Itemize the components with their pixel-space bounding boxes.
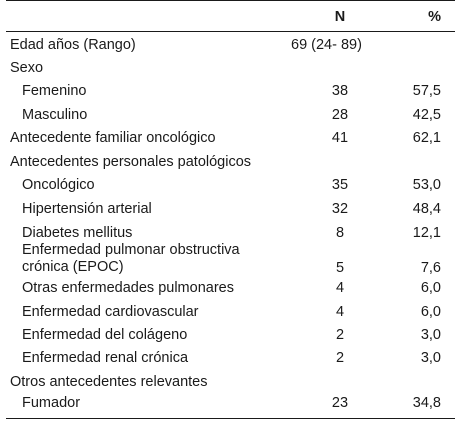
table-row: Otras enfermedades pulmonares 4 6,0 (6, 277, 455, 299)
table-row: Femenino 38 57,5 (6, 80, 455, 102)
row-label: Antecedente familiar oncológico (10, 130, 216, 146)
row-n: 32 (331, 201, 349, 217)
bottom-rule (6, 418, 455, 419)
row-label: Enfermedad cardiovascular (22, 304, 199, 320)
row-label: Enfermedad pulmonar obstructiva crónica … (22, 242, 240, 276)
row-pct: 57,5 (412, 83, 441, 99)
row-n: 4 (335, 304, 345, 320)
table-row: Diabetes mellitus 8 12,1 (6, 222, 455, 244)
row-n: 69 (24- 89) (291, 37, 362, 53)
row-n: 23 (331, 395, 349, 411)
table-row: Enfermedad renal crónica 2 3,0 (6, 347, 455, 369)
row-label: Sexo (10, 60, 44, 76)
table-row: Oncológico 35 53,0 (6, 174, 455, 196)
row-pct: 7,6 (420, 260, 441, 276)
row-label: Enfermedad del colágeno (22, 327, 188, 343)
table-row: Enfermedad cardiovascular 4 6,0 (6, 301, 455, 323)
row-pct: 3,0 (420, 350, 441, 366)
row-pct: 6,0 (420, 304, 441, 320)
row-n: 2 (335, 350, 345, 366)
row-label: Masculino (22, 107, 88, 123)
row-pct: 53,0 (412, 177, 441, 193)
row-label: Enfermedad renal crónica (22, 350, 189, 366)
row-label: Edad años (Rango) (10, 37, 136, 53)
row-pct: 62,1 (412, 130, 441, 146)
row-label-line2: crónica (EPOC) (22, 259, 124, 275)
table-row: Edad años (Rango) 69 (24- 89) (6, 34, 455, 56)
header-pct: % (428, 9, 441, 25)
row-n: 5 (335, 260, 345, 276)
row-n: 38 (331, 83, 349, 99)
row-pct: 34,8 (412, 395, 441, 411)
top-rule (6, 0, 455, 1)
table-row: Enfermedad del colágeno 2 3,0 (6, 324, 455, 346)
row-pct: 48,4 (412, 201, 441, 217)
row-n: 2 (335, 327, 345, 343)
row-label: Fumador (22, 395, 81, 411)
table-row: Fumador 23 34,8 (6, 392, 455, 414)
table-row: Otros antecedentes relevantes (6, 371, 455, 393)
row-pct: 6,0 (420, 280, 441, 296)
row-label: Femenino (22, 83, 87, 99)
row-pct: 12,1 (412, 225, 441, 241)
row-n: 28 (331, 107, 349, 123)
row-label: Antecedentes personales patológicos (10, 154, 252, 170)
table-row: Sexo (6, 57, 455, 79)
row-label: Otras enfermedades pulmonares (22, 280, 234, 296)
header-rule (6, 31, 455, 32)
row-n: 35 (331, 177, 349, 193)
table-row: Hipertensión arterial 32 48,4 (6, 198, 455, 220)
row-pct: 3,0 (420, 327, 441, 343)
row-label-line1: Enfermedad pulmonar obstructiva (22, 242, 240, 258)
row-label: Diabetes mellitus (22, 225, 133, 241)
table-row: Antecedentes personales patológicos (6, 151, 455, 173)
table-row: Antecedente familiar oncológico 41 62,1 (6, 127, 455, 149)
row-pct: 42,5 (412, 107, 441, 123)
row-label: Oncológico (22, 177, 95, 193)
header-row: N % (6, 6, 455, 28)
table-row: Masculino 28 42,5 (6, 104, 455, 126)
row-n: 4 (335, 280, 345, 296)
row-n: 41 (331, 130, 349, 146)
header-n: N (334, 9, 346, 25)
row-label: Hipertensión arterial (22, 201, 152, 217)
row-n: 8 (335, 225, 345, 241)
row-label: Otros antecedentes relevantes (10, 374, 208, 390)
table-row: Enfermedad pulmonar obstructiva crónica … (6, 241, 455, 281)
